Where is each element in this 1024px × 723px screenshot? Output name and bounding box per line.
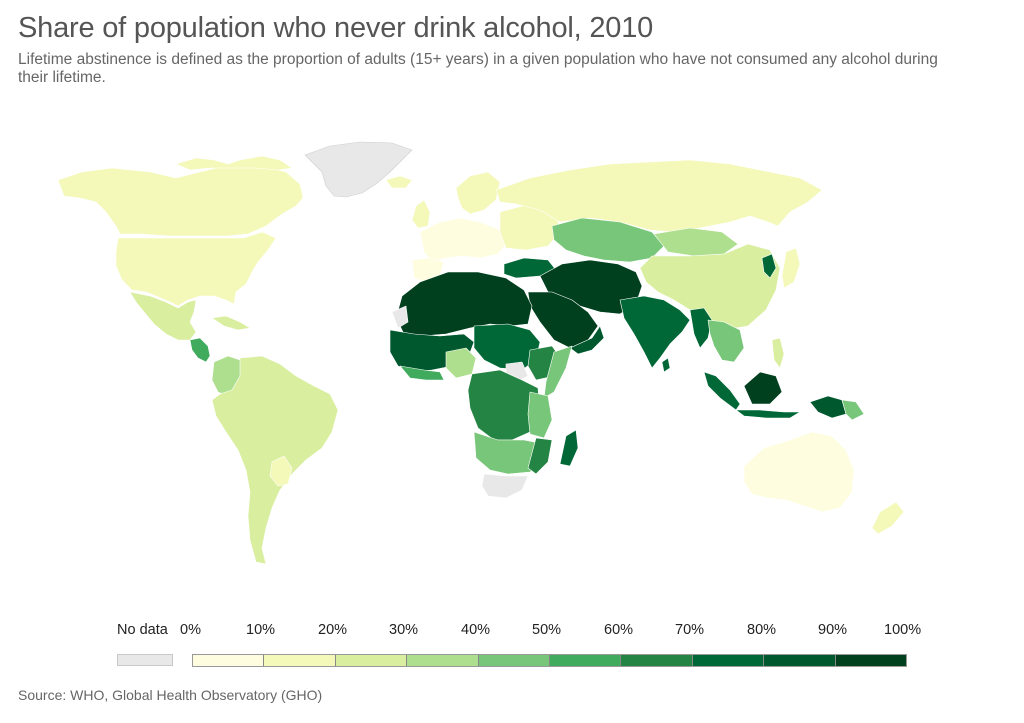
region-korea[interactable] (761, 253, 777, 279)
region-uk[interactable] (411, 199, 431, 229)
region-papua[interactable] (809, 395, 847, 419)
region-canada-alaska[interactable] (57, 163, 304, 237)
legend-bin-8[interactable] (764, 655, 836, 666)
region-japan[interactable] (781, 247, 801, 289)
region-china[interactable] (639, 243, 781, 331)
region-russia[interactable] (495, 159, 823, 233)
region-madagascar[interactable] (559, 429, 579, 467)
legend-tick-label: 0% (180, 622, 201, 638)
legend-bin-9[interactable] (835, 655, 907, 666)
legend-bin-0[interactable] (193, 655, 265, 666)
legend-bin-1[interactable] (264, 655, 336, 666)
region-yemen[interactable] (569, 325, 605, 355)
legend-no-data-swatch (117, 654, 173, 666)
region-western-europe[interactable] (419, 217, 507, 263)
region-south-america[interactable] (211, 355, 339, 565)
legend-bin-7[interactable] (692, 655, 765, 666)
region-central-america[interactable] (189, 337, 211, 363)
legend-bin-6[interactable] (621, 655, 693, 666)
region-indochina[interactable] (707, 319, 745, 363)
region-mongolia[interactable] (653, 227, 739, 257)
legend-tick-label: 100% (884, 622, 922, 638)
region-mexico[interactable] (129, 291, 197, 341)
region-australia[interactable] (743, 431, 855, 513)
legend-bin-4[interactable] (478, 655, 551, 666)
legend-tick-label: 30% (389, 622, 419, 638)
region-south-africa[interactable] (481, 473, 529, 499)
region-usa[interactable] (115, 231, 277, 307)
region-nigeria[interactable] (445, 347, 477, 379)
region-scandinavia[interactable] (455, 171, 501, 215)
region-sri-lanka[interactable] (661, 357, 671, 373)
region-somalia[interactable] (543, 345, 573, 399)
legend-tick-label: 10% (246, 622, 276, 638)
map-title: Share of population who never drink alco… (18, 12, 654, 44)
legend-tick-label: 40% (461, 622, 491, 638)
legend-no-data-label: No data (117, 622, 168, 638)
legend-color-bar (192, 654, 907, 667)
region-paraguay[interactable] (269, 455, 293, 487)
region-caribbean[interactable] (211, 315, 251, 331)
region-kazakhstan[interactable] (551, 217, 665, 263)
region-east-africa[interactable] (527, 391, 553, 439)
source-note: Source: WHO, Global Health Observatory (… (18, 687, 323, 703)
legend-tick-label: 70% (675, 622, 705, 638)
region-western-sahara[interactable] (391, 305, 409, 329)
map-subtitle: Lifetime abstinence is defined as the pr… (18, 51, 938, 86)
region-arctic-islands[interactable] (175, 155, 293, 171)
region-india[interactable] (619, 295, 691, 369)
region-iceland[interactable] (385, 175, 413, 189)
legend-bin-5[interactable] (550, 655, 622, 666)
legend-tick-label: 20% (318, 622, 348, 638)
region-indonesia-west[interactable] (703, 371, 741, 411)
legend-tick-label: 80% (747, 622, 777, 638)
region-central-africa[interactable] (467, 369, 541, 441)
region-west-coast[interactable] (399, 365, 445, 381)
region-indonesia-borneo[interactable] (743, 371, 783, 405)
region-philippines[interactable] (771, 337, 785, 369)
region-mozambique[interactable] (527, 437, 553, 475)
legend-tick-label: 90% (818, 622, 848, 638)
region-indonesia-east[interactable] (735, 409, 801, 419)
region-new-zealand[interactable] (871, 501, 905, 535)
region-myanmar[interactable] (689, 307, 713, 349)
region-png[interactable] (841, 399, 865, 421)
legend-tick-label: 60% (604, 622, 634, 638)
legend-bin-3[interactable] (407, 655, 479, 666)
region-greenland[interactable] (304, 141, 413, 198)
legend-bin-2[interactable] (335, 655, 408, 666)
legend-tick-label: 50% (532, 622, 562, 638)
